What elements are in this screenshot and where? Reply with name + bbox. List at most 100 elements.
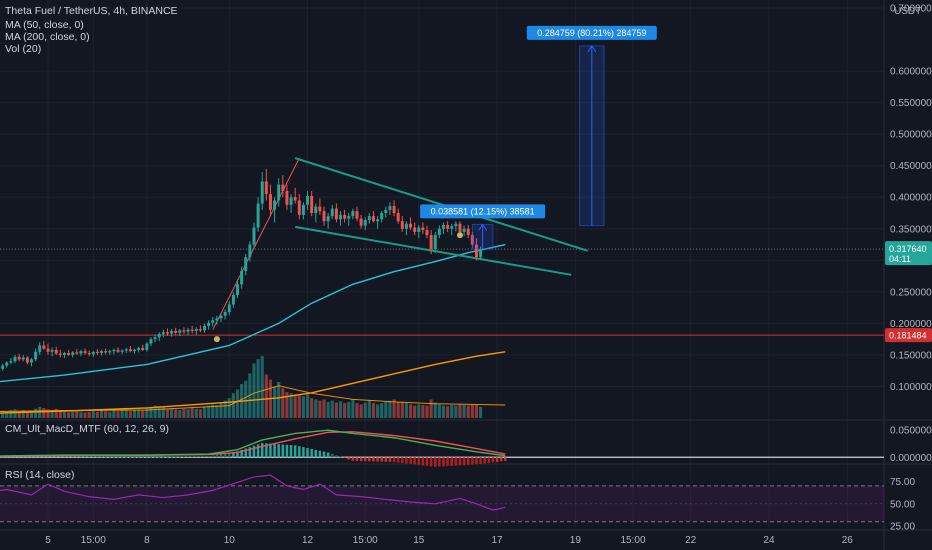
candle (120, 349, 124, 355)
macd-histogram-bar (120, 456, 124, 458)
candle (17, 353, 21, 362)
candle-body (1, 365, 5, 369)
candle-body (34, 351, 38, 360)
volume-bar (87, 411, 91, 418)
candle (46, 343, 50, 355)
macd-histogram-bar (417, 457, 421, 465)
channel-lower-line[interactable] (295, 225, 572, 276)
candle-body (396, 213, 400, 222)
rsi-pane[interactable] (0, 474, 884, 523)
volume-bar (334, 402, 338, 418)
support-price-tag[interactable]: 0.181484 (885, 328, 932, 343)
candle-body (458, 223, 462, 232)
candle (79, 349, 83, 357)
candle (211, 317, 215, 327)
candle-body (153, 337, 157, 340)
macd-histogram-bar (203, 456, 206, 458)
indicator-volume-legend[interactable]: Vol (20) (5, 43, 41, 55)
volume-bar (281, 388, 285, 418)
macd-histogram-bar (240, 449, 243, 458)
volume-bar (404, 403, 408, 418)
candle (100, 349, 104, 356)
volume-bar (474, 404, 479, 418)
macd-pane-title[interactable]: CM_Ult_MacD_MTF (60, 12, 26, 9) (5, 423, 169, 435)
volume-bar (347, 401, 351, 418)
macd-histogram-bar (359, 457, 363, 462)
macd-histogram-bar (339, 456, 342, 458)
candle-body (347, 216, 351, 219)
indicator-ma50-legend[interactable]: MA (50, close, 0) (5, 19, 84, 31)
price-tick-label: 0.700000 (890, 4, 932, 15)
candle-body (149, 339, 153, 344)
macd-histogram-bar (454, 457, 458, 466)
macd-histogram-bar (438, 457, 441, 467)
candle (203, 323, 207, 333)
volume-bar (116, 411, 120, 418)
volume-bar (112, 410, 116, 418)
measure-tool-target[interactable]: 0.284759 (80.21%) 284759 (526, 25, 657, 227)
arrow-head-icon (478, 223, 488, 231)
candle-body (108, 351, 112, 353)
volume-bar (396, 402, 400, 418)
volume-bar (108, 411, 112, 418)
candle-body (297, 200, 301, 215)
candle (252, 222, 256, 249)
macd-pane[interactable] (0, 429, 884, 467)
macd-histogram-bar (141, 457, 144, 459)
main-price-pane[interactable]: 0.038581 (12.15%) 38581 0.284759 (80.21%)… (0, 25, 884, 418)
macd-histogram-bar (145, 457, 149, 459)
volume-bar (371, 403, 376, 418)
volume-bar (13, 409, 17, 418)
candle (87, 350, 91, 357)
marker-dot (213, 336, 220, 343)
candle (396, 208, 400, 224)
macd-histogram-bar (174, 456, 177, 458)
macd-histogram-bar (392, 457, 396, 463)
volume-bar (132, 409, 137, 418)
ma200-line[interactable] (0, 351, 506, 414)
impulse-trendline[interactable] (212, 157, 300, 330)
time-axis[interactable]: 5 15:00 8 10 12 15:00 15 17 19 15:00 22 24 26 (45, 535, 853, 546)
candle (301, 202, 305, 220)
candle-body (404, 223, 408, 229)
candle (334, 203, 338, 223)
volume-bar (75, 411, 79, 418)
volume-bar (454, 405, 458, 418)
macd-histogram-bar (87, 456, 91, 458)
volume-bar (343, 403, 347, 418)
candle (264, 168, 268, 201)
macd-histogram-bar (157, 457, 161, 458)
candle (104, 348, 108, 355)
measure-tool-small[interactable]: 0.038581 (12.15%) 38581 (420, 204, 546, 250)
candle (157, 332, 161, 342)
ma50-line[interactable] (0, 243, 506, 384)
price-tick-label: 0.250000 (890, 287, 932, 298)
macd-histogram-bar (376, 457, 379, 462)
candle-body (306, 195, 310, 205)
candle-body (314, 206, 318, 213)
macd-histogram-bar (260, 442, 264, 458)
currency-label[interactable]: USDT (894, 6, 921, 17)
candle (421, 222, 425, 234)
price-axis[interactable]: 0.600000 0.550000 0.500000 0.450000 0.400000… (885, 4, 932, 533)
volume-bar (470, 404, 474, 418)
candle-body (157, 334, 161, 338)
candle-body (46, 348, 50, 352)
macd-histogram-bar (162, 456, 165, 458)
candle (437, 225, 441, 239)
candle (326, 213, 330, 229)
candle-body (170, 330, 174, 334)
rsi-pane-title[interactable]: RSI (14, close) (5, 469, 74, 481)
candle (170, 329, 174, 337)
candle-body (413, 227, 417, 232)
volume-bar (207, 405, 211, 418)
candle-body (50, 349, 54, 352)
indicator-ma200-legend[interactable]: MA (200, close, 0) (5, 31, 90, 43)
macd-histogram-bar (466, 457, 470, 465)
candle-body (248, 244, 252, 258)
macd-histogram-bar (347, 457, 350, 460)
volume-bar (71, 411, 75, 418)
candle-body (116, 349, 120, 352)
